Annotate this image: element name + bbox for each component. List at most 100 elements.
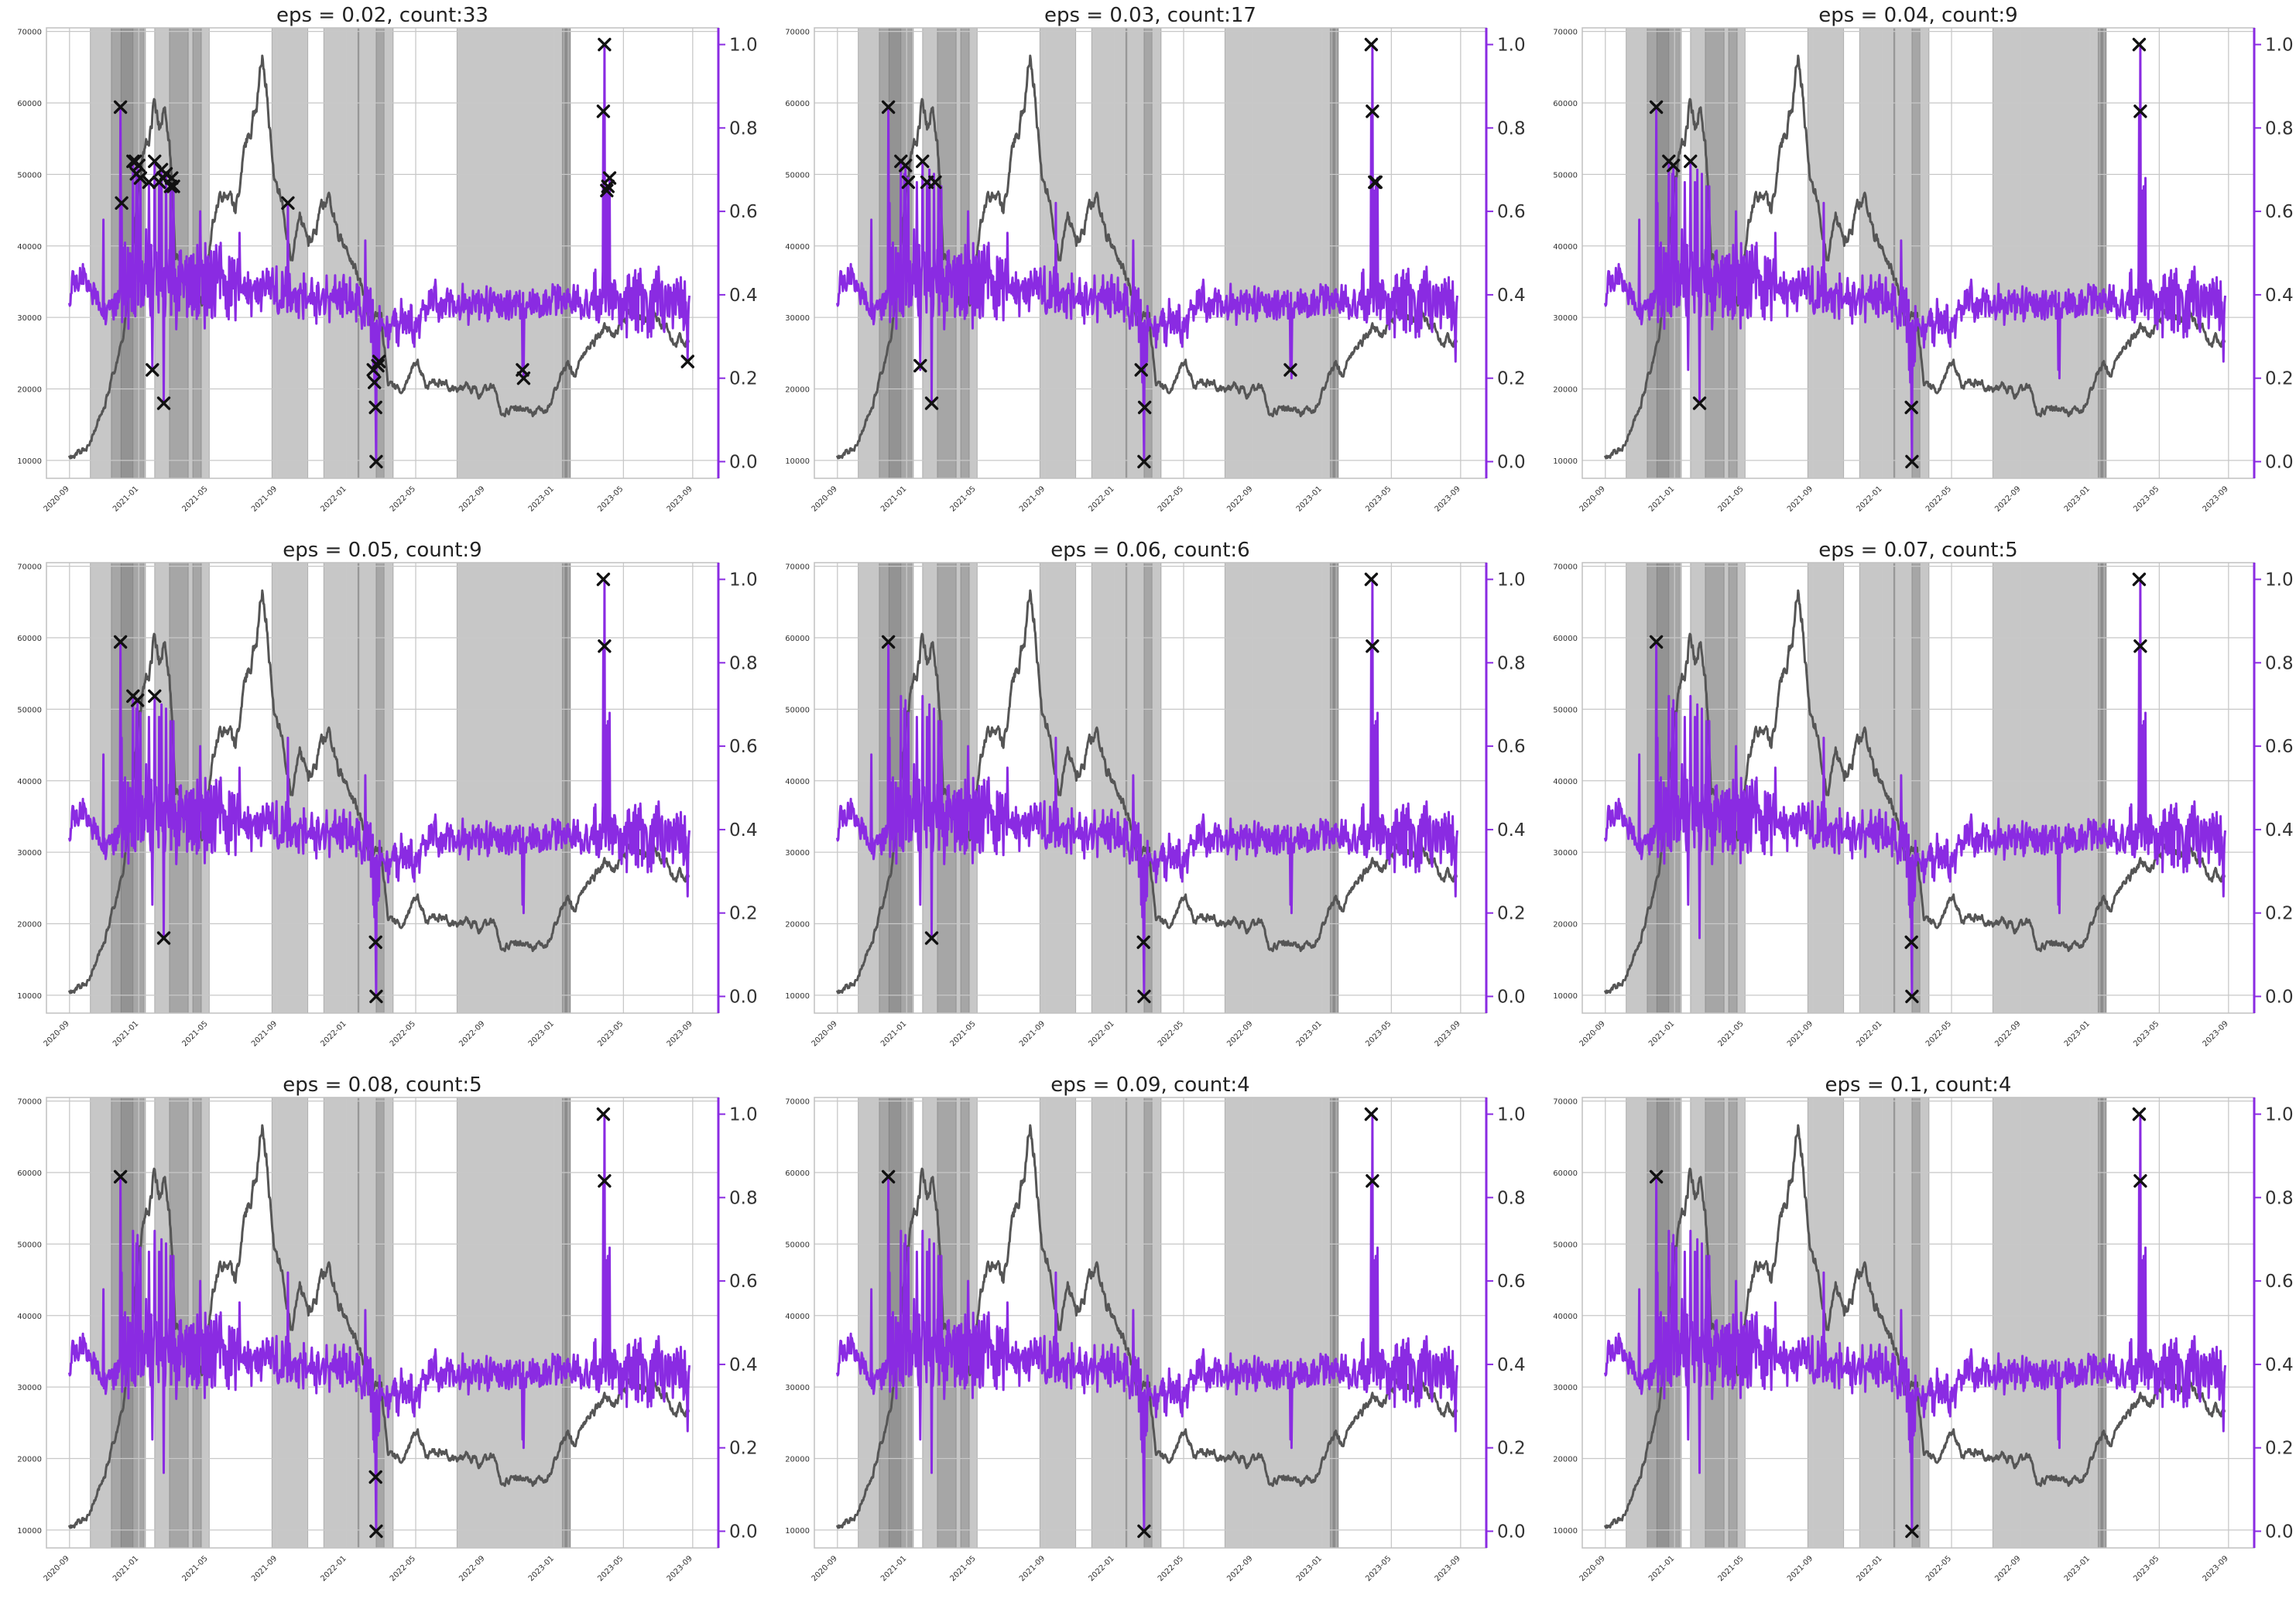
anomaly-marker — [602, 171, 617, 185]
left-tick-label: 10000 — [785, 457, 810, 466]
left-tick-label: 60000 — [17, 100, 42, 108]
right-tick-label: 1.0 — [729, 36, 758, 56]
left-tick-label: 40000 — [785, 778, 810, 786]
right-tick-label: 0.8 — [2265, 1188, 2294, 1208]
right-tick-label: 0.2 — [729, 904, 758, 924]
anomaly-marker — [1283, 363, 1297, 377]
x-tick-label: 2021-01 — [1647, 1019, 1676, 1048]
anomaly-marker — [2132, 572, 2147, 587]
anomaly-marker — [369, 989, 383, 1004]
right-tick-label: 0.2 — [2265, 369, 2294, 389]
left-tick-label: 60000 — [1553, 635, 1578, 643]
anomaly-marker — [924, 931, 939, 945]
right-tick-label: 0.4 — [1497, 820, 1526, 841]
right-tick-label: 0.0 — [2265, 987, 2294, 1007]
x-tick-label: 2021-09 — [1786, 1019, 1815, 1048]
anomaly-marker — [371, 358, 385, 373]
right-tick-label: 0.6 — [729, 202, 758, 222]
anomaly-marker — [1366, 639, 1379, 653]
x-tick-label: 2022-09 — [1225, 484, 1254, 513]
left-tick-label: 20000 — [785, 1456, 810, 1464]
right-tick-label: 0.0 — [1497, 1522, 1526, 1542]
x-tick-label: 2023-01 — [2063, 484, 2092, 513]
x-tick-label: 2020-09 — [1578, 1019, 1607, 1048]
anomaly-marker — [1134, 363, 1148, 377]
anomaly-markers — [113, 37, 694, 469]
x-tick-label: 2021-09 — [1018, 1019, 1047, 1048]
left-tick-label: 50000 — [17, 1241, 42, 1249]
anomaly-marker — [2133, 104, 2147, 118]
anomaly-marker — [281, 196, 295, 211]
shaded-period — [1091, 27, 1128, 479]
right-tick-label: 0.0 — [1497, 987, 1526, 1007]
x-tick-label: 2022-09 — [457, 1554, 486, 1583]
x-tick-label: 2022-09 — [457, 484, 486, 513]
x-tick-label: 2020-09 — [43, 484, 71, 513]
x-tick-label: 2021-01 — [879, 1019, 908, 1048]
x-tick-label: 2020-09 — [810, 484, 839, 513]
anomaly-marker — [1137, 400, 1152, 415]
left-tick-label: 30000 — [785, 1384, 810, 1392]
x-tick-label: 2022-09 — [1993, 1019, 2022, 1048]
anomaly-marker — [901, 175, 916, 190]
right-tick-label: 0.0 — [2265, 452, 2294, 472]
anomaly-marker — [1904, 400, 1918, 415]
anomaly-marker — [368, 1470, 382, 1484]
anomaly-marker — [133, 171, 148, 185]
right-tick-label: 0.6 — [2265, 1272, 2294, 1292]
left-tick-label: 50000 — [17, 171, 42, 180]
x-tick-label: 2020-09 — [810, 1554, 839, 1583]
left-tick-label: 30000 — [17, 849, 42, 858]
chart-title: eps = 0.02, count:33 — [276, 4, 488, 27]
x-tick-label: 2022-05 — [1924, 1019, 1953, 1048]
score-line — [67, 43, 691, 463]
right-tick-label: 1.0 — [729, 570, 758, 591]
shaded-period — [1091, 1097, 1128, 1549]
right-tick-label: 0.6 — [729, 737, 758, 757]
chart-title: eps = 0.08, count:5 — [283, 1073, 481, 1097]
x-tick-label: 2020-09 — [1578, 484, 1607, 513]
x-tick-label: 2023-05 — [2132, 484, 2161, 513]
left-tick-label: 40000 — [1553, 778, 1578, 786]
anomaly-marker — [146, 363, 159, 377]
anomaly-marker — [1364, 1107, 1379, 1121]
shaded-period — [323, 562, 360, 1014]
chart-panel-6: 10000 20000 30000 40000 50000 60000 70000 0.0 0.… — [1553, 539, 2293, 1049]
x-tick-label: 2021-09 — [1018, 484, 1047, 513]
left-tick-label: 30000 — [785, 314, 810, 323]
left-tick-label: 50000 — [785, 171, 810, 180]
left-tick-label: 60000 — [785, 1169, 810, 1178]
left-tick-label: 30000 — [17, 314, 42, 323]
anomaly-marker — [596, 104, 611, 118]
anomaly-marker — [598, 37, 612, 52]
shaded-period — [1859, 27, 1896, 479]
left-tick-label: 20000 — [17, 386, 42, 395]
x-tick-label: 2022-01 — [1087, 1554, 1115, 1583]
right-tick-label: 0.2 — [2265, 1439, 2294, 1459]
anomaly-marker — [372, 354, 386, 368]
right-tick-label: 0.2 — [2265, 904, 2294, 924]
x-tick-label: 2022-09 — [1993, 484, 2022, 513]
chart-title: eps = 0.07, count:5 — [1818, 539, 2017, 562]
left-tick-label: 20000 — [1553, 386, 1578, 395]
chart-panel-7: 10000 20000 30000 40000 50000 60000 70000 0.0 0.… — [17, 1073, 757, 1584]
chart-panel-3: 10000 20000 30000 40000 50000 60000 70000 0.0 0.… — [1553, 4, 2293, 514]
right-tick-label: 0.6 — [2265, 202, 2294, 222]
x-tick-label: 2022-01 — [319, 1019, 348, 1048]
shaded-period — [2100, 1097, 2103, 1549]
x-tick-label: 2023-09 — [666, 1019, 694, 1048]
x-tick-label: 2022-01 — [319, 484, 348, 513]
shaded-period — [564, 1097, 567, 1549]
anomaly-markers — [113, 1107, 612, 1539]
anomaly-marker — [1649, 100, 1664, 115]
left-tick-label: 40000 — [17, 778, 42, 786]
right-tick-label: 0.2 — [1497, 904, 1526, 924]
right-tick-label: 0.8 — [2265, 653, 2294, 673]
x-tick-label: 2022-01 — [1087, 484, 1115, 513]
left-tick-label: 60000 — [17, 1169, 42, 1178]
anomaly-marker — [369, 1524, 383, 1539]
x-tick-label: 2021-09 — [1786, 484, 1815, 513]
left-tick-label: 50000 — [1553, 171, 1578, 180]
x-tick-label: 2022-01 — [1855, 1554, 1883, 1583]
